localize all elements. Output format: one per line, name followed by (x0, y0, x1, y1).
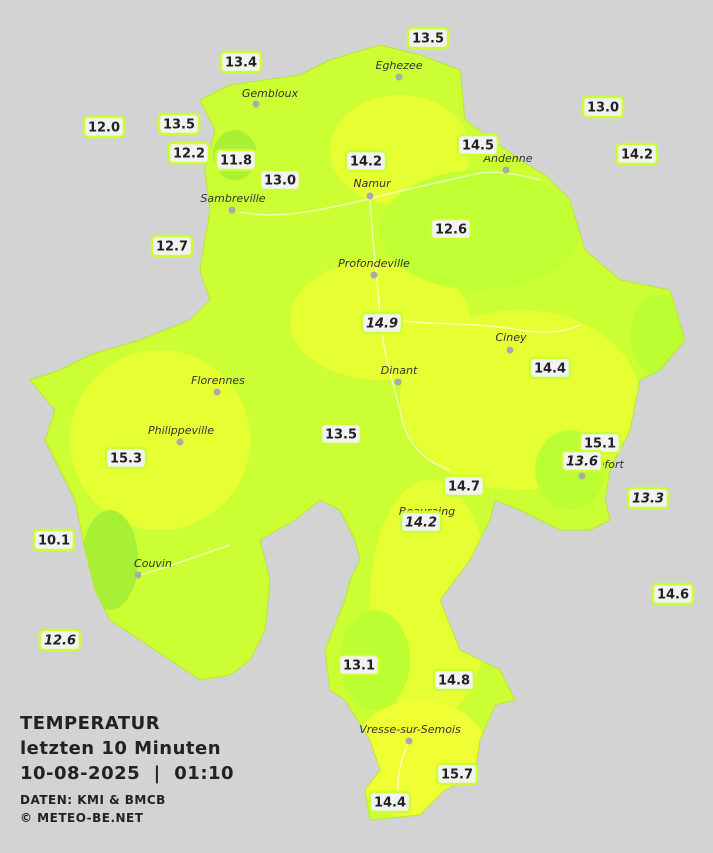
title-line: TEMPERATUR (20, 713, 160, 734)
station-box (219, 50, 263, 74)
station-value: 15.3 (110, 452, 142, 467)
city-dot (252, 100, 260, 108)
city-dot (366, 192, 374, 200)
credit: © METEO-BE.NET (20, 811, 144, 825)
station-value: 14.2 (405, 516, 437, 531)
station-value: 14.4 (534, 362, 566, 377)
city-dot (578, 472, 586, 480)
station-value: 14.5 (462, 139, 494, 154)
station-box (337, 653, 381, 677)
station-value: 10.1 (38, 534, 70, 549)
city-dot (506, 346, 514, 354)
city-name: Vresse-sur-Semois (359, 723, 461, 736)
city-name: Philippeville (148, 424, 214, 437)
city-name: Namur (353, 177, 392, 190)
station-value: 12.6 (44, 634, 76, 649)
city-dot (394, 378, 402, 386)
city-dot (228, 206, 236, 214)
city-dot (176, 438, 184, 446)
title-line: letzten 10 Minuten (20, 738, 221, 759)
station-value: 14.8 (438, 674, 470, 689)
station-box (150, 234, 194, 258)
station-box (435, 762, 479, 786)
station-value: 13.1 (343, 659, 375, 674)
station-box (360, 311, 404, 335)
city-dot (134, 571, 142, 579)
station-value: 14.9 (366, 317, 398, 332)
station-box (406, 26, 450, 50)
station-box (319, 422, 363, 446)
station-value: 12.0 (88, 121, 120, 136)
station-value: 12.6 (435, 223, 467, 238)
station-value: 14.2 (621, 148, 653, 163)
station-value: 14.4 (374, 796, 406, 811)
city-name: Couvin (134, 557, 172, 570)
station-box (615, 142, 659, 166)
city-dot (213, 388, 221, 396)
station-value: 13.0 (264, 174, 296, 189)
station-value: 13.3 (632, 492, 664, 507)
station-box (626, 486, 670, 510)
credit: DATEN: KMI & BMCB (20, 793, 166, 807)
station-box (344, 149, 388, 173)
station-value: 14.6 (657, 588, 689, 603)
station-box (581, 95, 625, 119)
station-box (157, 112, 201, 136)
city-name: Ciney (496, 331, 527, 344)
station-box (651, 582, 695, 606)
station-value: 13.5 (325, 428, 357, 443)
station-box (104, 446, 148, 470)
station-value: 15.7 (441, 768, 473, 783)
city-name: Dinant (381, 364, 418, 377)
city-name: Profondeville (338, 257, 410, 270)
city-name: Eghezee (376, 59, 423, 72)
station-box (399, 510, 443, 534)
station-box (214, 148, 258, 172)
city-dot (502, 166, 510, 174)
station-box (38, 628, 82, 652)
station-box (432, 668, 476, 692)
title-line: 10-08-2025 | 01:10 (20, 763, 234, 784)
station-box (32, 528, 76, 552)
station-value: 13.5 (163, 118, 195, 133)
station-value: 14.2 (350, 155, 382, 170)
station-value: 15.1 (584, 437, 616, 452)
station-box (167, 141, 211, 165)
city-dot (395, 73, 403, 81)
station-box (456, 133, 500, 157)
station-value: 12.7 (156, 240, 188, 255)
station-value: 13.5 (412, 32, 444, 47)
station-value: 12.2 (173, 147, 205, 162)
station-value: 14.7 (448, 480, 480, 495)
city-dot (405, 737, 413, 745)
city-name: Sambreville (200, 192, 265, 205)
station-value: 13.6 (566, 455, 598, 470)
station-box (258, 168, 302, 192)
station-box (368, 790, 412, 814)
city-name: Gembloux (242, 87, 299, 100)
station-box (429, 217, 473, 241)
station-box (442, 474, 486, 498)
city-name: Florennes (191, 374, 245, 387)
station-box (82, 115, 126, 139)
station-value: 13.4 (225, 56, 257, 71)
city-dot (370, 271, 378, 279)
station-value: 11.8 (220, 154, 252, 169)
station-box (560, 449, 604, 473)
station-value: 13.0 (587, 101, 619, 116)
rivers (139, 171, 581, 801)
station-box (528, 356, 572, 380)
